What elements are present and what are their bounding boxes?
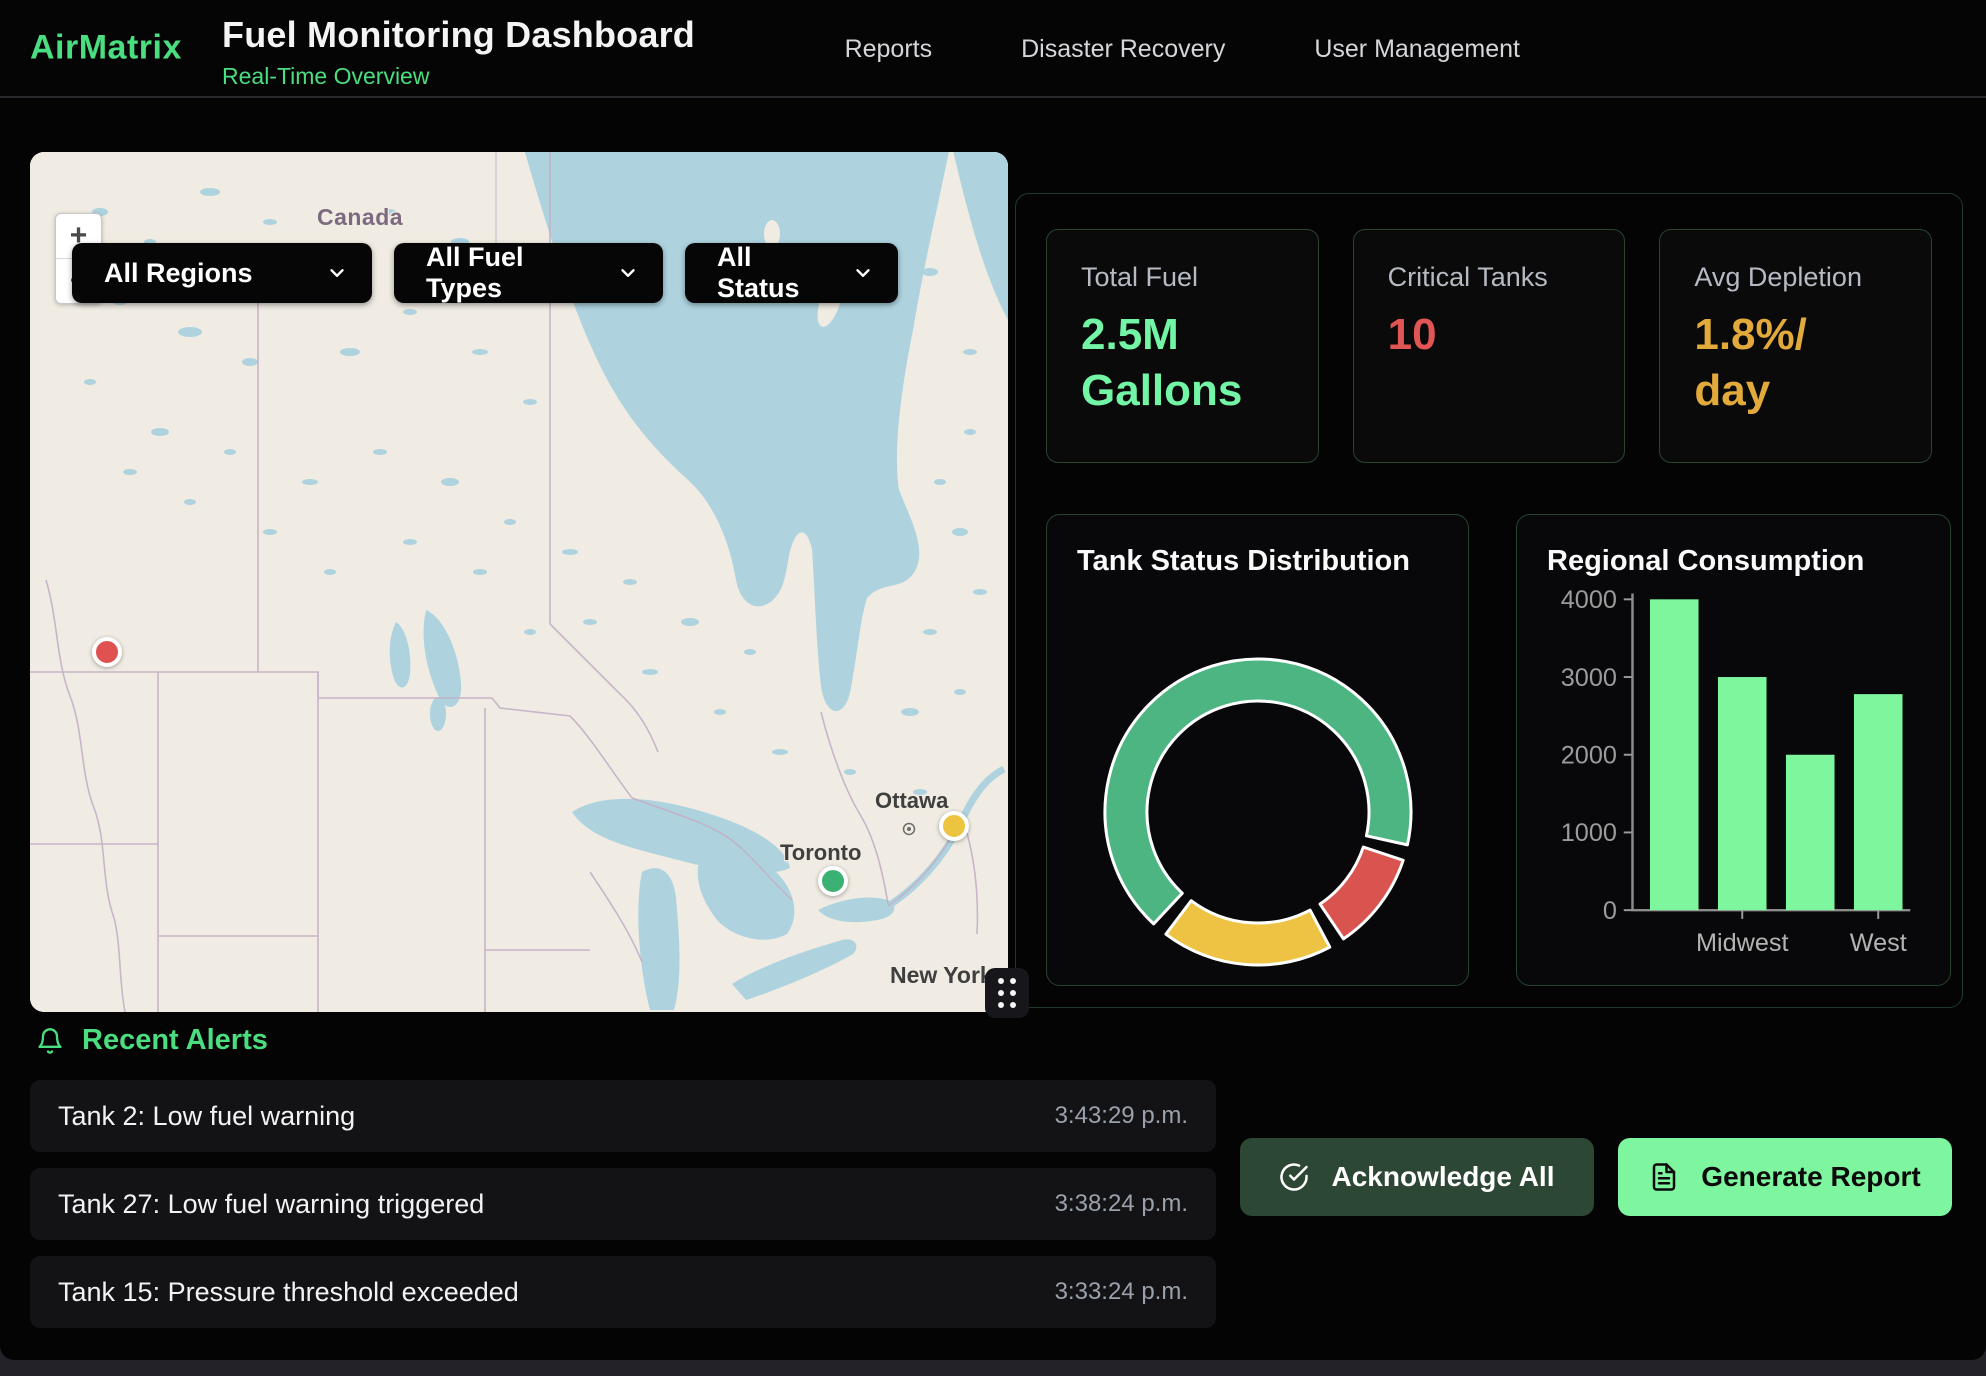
kpi-avg-depletion: Avg Depletion 1.8%/ day (1659, 229, 1932, 463)
kpi-label: Critical Tanks (1388, 262, 1591, 293)
svg-text:Midwest: Midwest (1696, 929, 1789, 957)
alert-text: Tank 15: Pressure threshold exceeded (58, 1277, 519, 1308)
tank-marker-critical[interactable] (92, 637, 122, 667)
donut-segment-warning (1165, 901, 1329, 965)
recent-alerts-header: Recent Alerts (36, 1024, 268, 1057)
page-subtitle: Real-Time Overview (222, 63, 695, 90)
nav-user-management[interactable]: User Management (1314, 35, 1520, 64)
donut-segment-critical (1320, 847, 1403, 939)
header: AirMatrix Fuel Monitoring Dashboard Real… (0, 0, 1986, 98)
main-nav: Reports Disaster Recovery User Managemen… (845, 0, 1520, 98)
chevron-down-icon (617, 262, 639, 284)
status-filter-dropdown[interactable]: All Status (685, 243, 898, 303)
brand-logo: AirMatrix (30, 29, 182, 68)
region-filter-label: All Regions (104, 258, 253, 289)
kpi-value: 2.5M Gallons (1081, 307, 1284, 420)
page-title: Fuel Monitoring Dashboard (222, 14, 695, 56)
alert-time: 3:43:29 p.m. (1055, 1102, 1188, 1130)
document-icon (1649, 1162, 1679, 1192)
alert-time: 3:38:24 p.m. (1055, 1190, 1188, 1218)
stats-panel: Total Fuel 2.5M Gallons Critical Tanks 1… (1015, 193, 1963, 1008)
resize-grip-handle[interactable] (985, 968, 1029, 1018)
map-filters: All Regions All Fuel Types All Status (72, 243, 898, 303)
acknowledge-all-label: Acknowledge All (1331, 1161, 1554, 1193)
acknowledge-all-button[interactable]: Acknowledge All (1240, 1138, 1594, 1216)
bar-3 (1854, 694, 1903, 910)
regional-consumption-bars: 0 1000 2000 3000 4000 Midwest West (1547, 584, 1920, 976)
generate-report-button[interactable]: Generate Report (1618, 1138, 1952, 1216)
app-window: AirMatrix Fuel Monitoring Dashboard Real… (0, 0, 1986, 1360)
kpi-critical-tanks: Critical Tanks 10 (1353, 229, 1626, 463)
region-filter-dropdown[interactable]: All Regions (72, 243, 372, 303)
svg-text:4000: 4000 (1561, 586, 1617, 614)
title-block: Fuel Monitoring Dashboard Real-Time Over… (222, 14, 695, 90)
recent-alerts-title: Recent Alerts (82, 1024, 268, 1057)
charts-row: Tank Status Distribution Regional Consum… (1046, 514, 1951, 986)
tank-status-title: Tank Status Distribution (1077, 545, 1438, 578)
bars-wrap: 0 1000 2000 3000 4000 Midwest West (1547, 584, 1920, 976)
bar-1 (1718, 677, 1767, 910)
alert-row[interactable]: Tank 27: Low fuel warning triggered 3:38… (30, 1168, 1216, 1240)
bell-icon (36, 1027, 64, 1055)
svg-text:2000: 2000 (1561, 741, 1617, 769)
alert-time: 3:33:24 p.m. (1055, 1278, 1188, 1306)
svg-text:1000: 1000 (1561, 819, 1617, 847)
kpi-row: Total Fuel 2.5M Gallons Critical Tanks 1… (1046, 229, 1932, 463)
check-circle-icon (1279, 1162, 1309, 1192)
tank-marker-normal[interactable] (818, 866, 848, 896)
chevron-down-icon (326, 262, 348, 284)
bar-2 (1786, 755, 1835, 910)
svg-text:West: West (1850, 929, 1907, 957)
kpi-label: Avg Depletion (1694, 262, 1897, 293)
fuel-type-filter-dropdown[interactable]: All Fuel Types (394, 243, 663, 303)
chevron-down-icon (852, 262, 874, 284)
map-label-new-york: New York (890, 962, 993, 989)
alert-text: Tank 27: Low fuel warning triggered (58, 1189, 484, 1220)
svg-text:0: 0 (1603, 897, 1617, 925)
tank-status-donut (1083, 634, 1433, 986)
fuel-type-filter-label: All Fuel Types (426, 242, 603, 304)
tank-marker-warning[interactable] (939, 811, 969, 841)
regional-consumption-title: Regional Consumption (1547, 545, 1920, 578)
alert-row[interactable]: Tank 15: Pressure threshold exceeded 3:3… (30, 1256, 1216, 1328)
tank-status-card: Tank Status Distribution (1046, 514, 1469, 986)
svg-text:3000: 3000 (1561, 664, 1617, 692)
bar-0 (1650, 599, 1699, 910)
map-label-ottawa: Ottawa (875, 788, 948, 814)
map-label-canada: Canada (312, 204, 408, 231)
kpi-label: Total Fuel (1081, 262, 1284, 293)
generate-report-label: Generate Report (1701, 1161, 1920, 1193)
map-label-toronto: Toronto (780, 840, 861, 866)
regional-consumption-card: Regional Consumption 0 1000 2000 3000 4000 Mi… (1516, 514, 1951, 986)
donut-wrap (1077, 634, 1438, 986)
nav-reports[interactable]: Reports (845, 35, 933, 64)
kpi-value: 1.8%/ day (1694, 307, 1897, 420)
status-filter-label: All Status (717, 242, 838, 304)
map-panel[interactable]: Canada Ottawa Toronto New York + − All R… (30, 152, 1008, 1012)
kpi-total-fuel: Total Fuel 2.5M Gallons (1046, 229, 1319, 463)
nav-disaster-recovery[interactable]: Disaster Recovery (1021, 35, 1225, 64)
kpi-value: 10 (1388, 307, 1591, 363)
alert-text: Tank 2: Low fuel warning (58, 1101, 355, 1132)
alert-row[interactable]: Tank 2: Low fuel warning 3:43:29 p.m. (30, 1080, 1216, 1152)
